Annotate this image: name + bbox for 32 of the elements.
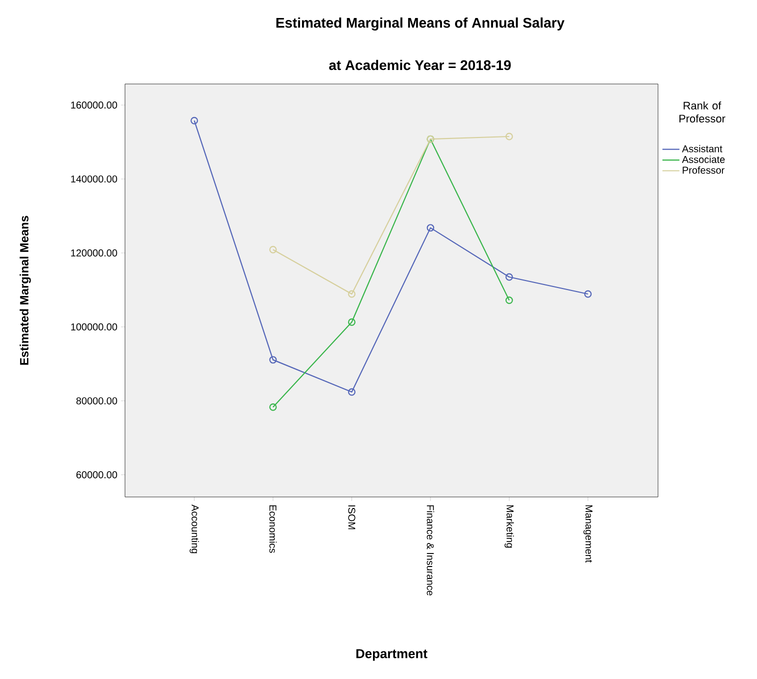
point	[505, 296, 513, 304]
point	[269, 403, 277, 411]
x-tick-label: Economics	[269, 505, 277, 553]
point	[505, 273, 513, 281]
legend-label: Associate	[682, 156, 725, 164]
point	[584, 290, 592, 298]
x-axis-title: Department	[356, 649, 428, 661]
x-tick-label: Accounting	[190, 504, 199, 554]
point	[348, 388, 356, 396]
chart-title: Estimated Marginal Means of Annual Salary	[276, 17, 564, 31]
point	[426, 224, 434, 232]
x-tick-label: Finance & Insurance	[426, 505, 434, 596]
legend-label: Assistant	[682, 144, 722, 152]
y-tick-label: 80000.00	[76, 397, 118, 404]
x-tick-label: ISOM	[348, 505, 356, 530]
y-tick-label: 100000.00	[71, 323, 118, 330]
y-tick-label: 120000.00	[71, 249, 118, 256]
point	[269, 356, 277, 364]
point	[190, 116, 198, 124]
point	[269, 246, 277, 254]
x-tick-label: Marketing	[504, 505, 514, 548]
legend-title: Rank of Professor	[679, 101, 726, 122]
y-tick-label: 140000.00	[71, 175, 118, 183]
point	[348, 318, 356, 326]
y-tick-label: 60000.00	[76, 471, 118, 478]
chart-subtitle: at Academic Year = 2018-19	[329, 60, 511, 70]
point	[505, 132, 513, 140]
point	[348, 290, 356, 298]
legend-label: Professor	[682, 166, 724, 174]
y-tick-label: 160000.00	[71, 102, 118, 109]
y-axis-title: Estimated Marginal Means	[20, 216, 31, 365]
x-tick-label: Management	[583, 505, 592, 563]
